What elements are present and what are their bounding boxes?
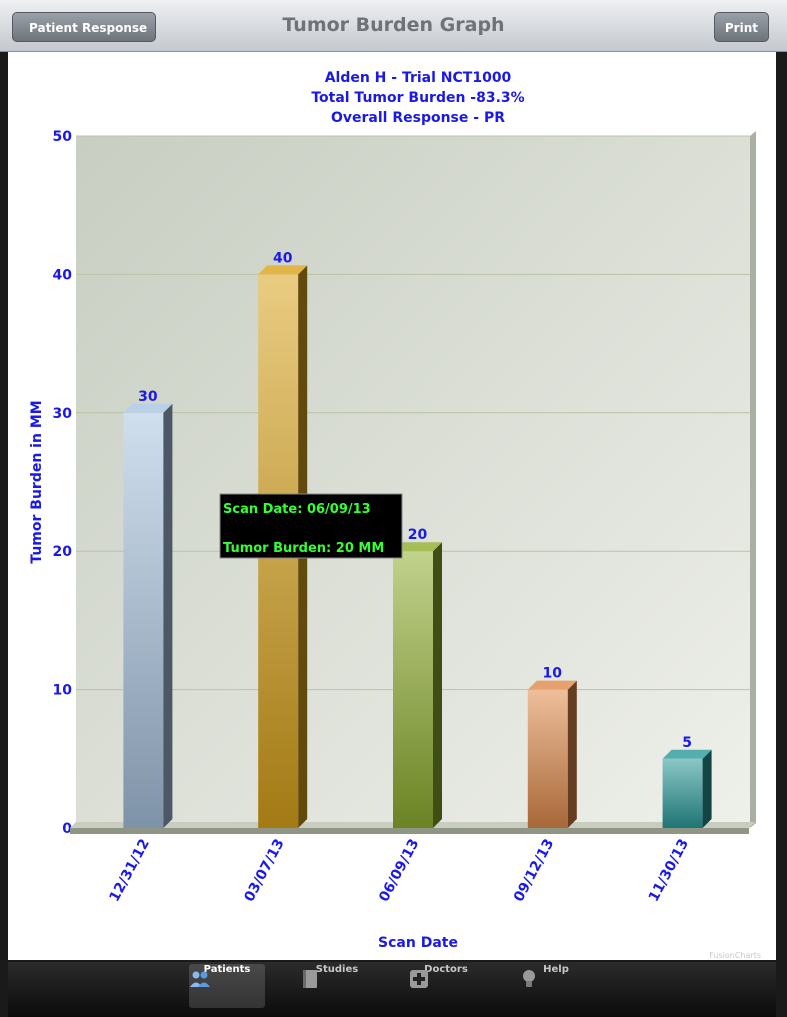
chart-title-line: Alden H - Trial NCT1000 [325, 70, 512, 86]
bar-top [662, 749, 712, 759]
tab-help[interactable]: Help [518, 964, 594, 1008]
tooltip-line: Scan Date: 06/09/13 [223, 502, 371, 517]
chart-title-line: Overall Response - PR [331, 110, 505, 126]
chart-panel: Alden H - Trial NCT1000 Total Tumor Burde… [8, 52, 776, 960]
lightbulb-icon [523, 970, 535, 987]
bar-side [433, 542, 442, 828]
tab-patients-label: Patients [203, 964, 251, 975]
x-tick-label: 03/07/13 [241, 836, 287, 904]
y-tick-label: 50 [53, 129, 73, 145]
back-button[interactable]: Patient Response [12, 12, 157, 42]
navigation-bar: Patient Response Tumor Burden Graph Prin… [0, 0, 787, 52]
x-tick-label: 11/30/13 [646, 836, 692, 904]
bar-top [123, 403, 173, 413]
bar-top [527, 680, 577, 690]
data-label: 30 [138, 389, 158, 405]
bar-top [258, 265, 308, 275]
x-tick-label: 06/09/13 [376, 836, 422, 904]
y-tick-label: 40 [53, 267, 73, 283]
bar[interactable] [527, 689, 568, 828]
tab-help-label: Help [543, 964, 569, 975]
bar-top [393, 542, 442, 552]
bar[interactable] [393, 551, 433, 828]
tab-studies-label: Studies [315, 964, 359, 975]
print-button[interactable]: Print [713, 12, 769, 42]
y-tick-label: 10 [53, 683, 73, 699]
chart-title-line: Total Tumor Burden -83.3% [311, 90, 524, 106]
back-button-label: Patient Response [29, 21, 148, 35]
x-tick-label: 12/31/12 [107, 836, 153, 904]
plot-side-wall [750, 131, 756, 828]
x-tick-label: 09/12/13 [511, 836, 557, 904]
y-tick-label: 30 [53, 406, 73, 422]
tooltip-box [219, 493, 403, 559]
bar-side [163, 403, 173, 828]
patients-icon [190, 971, 210, 987]
data-label: 40 [273, 250, 293, 266]
tab-bar: Patients Studies Doctors Help [8, 962, 776, 1017]
y-tick-label: 20 [53, 544, 73, 560]
page-title: Tumor Burden Graph [282, 14, 505, 36]
watermark: FusionCharts [709, 951, 761, 960]
plot-floor [70, 828, 749, 834]
plus-icon [410, 970, 428, 988]
bar[interactable] [662, 758, 703, 828]
book-icon [303, 970, 317, 988]
y-tick-label: 0 [62, 821, 72, 837]
tab-doctors[interactable]: Doctors [408, 964, 484, 1008]
bar-side [702, 749, 712, 828]
tumor-burden-chart[interactable]: Alden H - Trial NCT1000 Total Tumor Burde… [8, 52, 776, 960]
bar[interactable] [123, 412, 164, 828]
x-axis-title: Scan Date [378, 935, 458, 951]
tooltip-line: Tumor Burden: 20 MM [223, 541, 384, 556]
bar-side [567, 680, 577, 828]
data-label: 20 [408, 527, 428, 543]
tab-studies[interactable]: Studies [299, 964, 375, 1008]
y-axis-title: Tumor Burden in MM [29, 400, 45, 563]
data-label: 5 [682, 735, 692, 751]
tab-patients[interactable]: Patients [189, 964, 265, 1008]
tab-doctors-label: Doctors [424, 964, 468, 975]
data-label: 10 [543, 666, 563, 682]
